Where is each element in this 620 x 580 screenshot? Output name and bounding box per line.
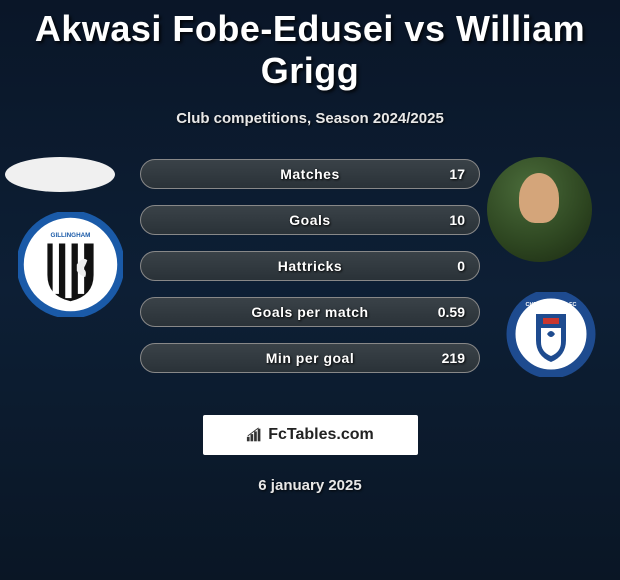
club-right-badge: CHESTERFIELD FC	[500, 292, 602, 377]
svg-text:GILLINGHAM: GILLINGHAM	[51, 232, 91, 239]
stat-value-right: 219	[442, 350, 465, 366]
stat-label: Matches	[280, 166, 340, 182]
subtitle: Club competitions, Season 2024/2025	[0, 110, 620, 127]
date-label: 6 january 2025	[0, 477, 620, 494]
page-title: Akwasi Fobe-Edusei vs William Grigg	[0, 0, 620, 92]
stat-value-right: 10	[449, 212, 465, 228]
stat-bars: Matches 17 Goals 10 Hattricks 0 Goals pe…	[140, 159, 480, 389]
stat-row-goals: Goals 10	[140, 205, 480, 235]
stat-row-mpg: Min per goal 219	[140, 343, 480, 373]
brand-text: FcTables.com	[268, 426, 374, 444]
stat-label: Min per goal	[266, 350, 354, 366]
bars-icon	[246, 427, 264, 443]
svg-text:CHESTERFIELD FC: CHESTERFIELD FC	[525, 302, 576, 308]
stat-row-matches: Matches 17	[140, 159, 480, 189]
player-right-avatar	[487, 157, 592, 262]
stat-label: Hattricks	[278, 258, 342, 274]
stat-label: Goals	[289, 212, 330, 228]
stat-value-right: 0	[457, 258, 465, 274]
stat-label: Goals per match	[251, 304, 368, 320]
stat-row-hattricks: Hattricks 0	[140, 251, 480, 281]
comparison-panel: GILLINGHAM CHESTERFIELD FC Matches 17 Go…	[0, 157, 620, 397]
stat-value-right: 17	[449, 166, 465, 182]
stat-row-gpm: Goals per match 0.59	[140, 297, 480, 327]
stat-value-right: 0.59	[438, 304, 465, 320]
brand-badge[interactable]: FcTables.com	[203, 415, 418, 455]
player-left-avatar	[5, 157, 115, 192]
club-left-badge: GILLINGHAM	[18, 212, 123, 317]
